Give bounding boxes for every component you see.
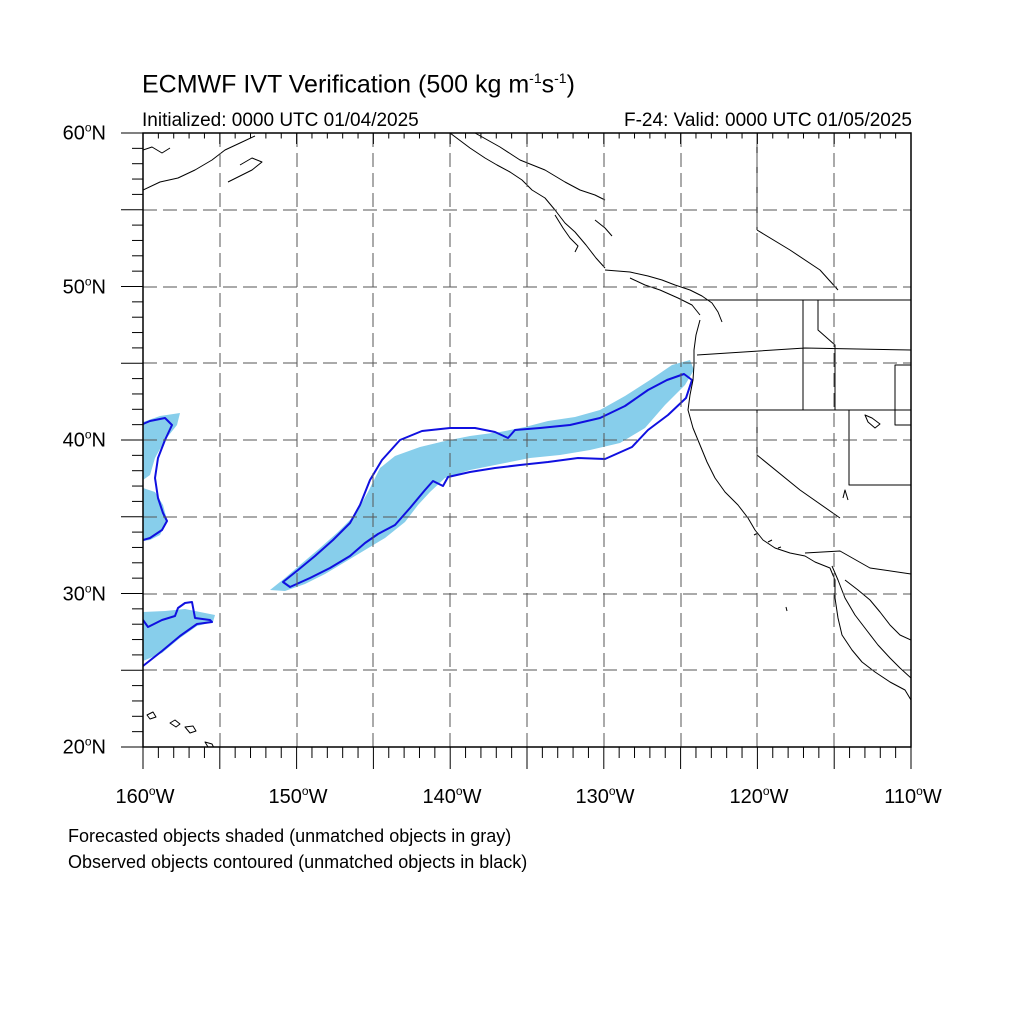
footer-note-forecast: Forecasted objects shaded (unmatched obj… bbox=[68, 826, 512, 846]
bc-coast bbox=[604, 269, 723, 323]
lon-label-160w: 160oW bbox=[115, 784, 175, 808]
alaska-coast bbox=[143, 133, 613, 269]
lat-label-30: 30oN bbox=[62, 581, 106, 606]
observed-south-west bbox=[143, 601, 213, 667]
lon-label-120w: 120oW bbox=[729, 784, 789, 808]
us-west-coast bbox=[687, 319, 911, 701]
lat-label-60: 60oN bbox=[62, 120, 106, 145]
lat-label-50: 50oN bbox=[62, 274, 106, 299]
lon-label-140w: 140oW bbox=[422, 784, 482, 808]
gridlines bbox=[143, 133, 911, 747]
observed-north-west bbox=[143, 417, 173, 541]
hawaii-islands bbox=[146, 711, 215, 747]
initialized-time: Initialized: 0000 UTC 01/04/2025 bbox=[142, 110, 419, 131]
axis-ticks bbox=[121, 132, 912, 769]
lat-label-40: 40oN bbox=[62, 427, 106, 452]
coastlines bbox=[143, 133, 911, 747]
forecast-objects bbox=[143, 360, 694, 661]
lon-label-110w: 110oW bbox=[884, 784, 942, 808]
forecast-south-west bbox=[143, 609, 215, 661]
observed-main-river bbox=[282, 373, 693, 588]
map-title: ECMWF IVT Verification (500 kg m-1s-1) bbox=[142, 70, 575, 99]
forecast-mid-west bbox=[143, 488, 167, 541]
lon-label-150w: 150oW bbox=[268, 784, 328, 808]
lon-label-130w: 130oW bbox=[575, 784, 635, 808]
observed-objects bbox=[143, 373, 693, 667]
baja-peninsula bbox=[831, 565, 911, 679]
lat-label-20: 20oN bbox=[62, 734, 106, 759]
forecast-main-river bbox=[270, 360, 694, 591]
footer-note-observed: Observed objects contoured (unmatched ob… bbox=[68, 852, 528, 872]
valid-time: F-24: Valid: 0000 UTC 01/05/2025 bbox=[624, 110, 912, 131]
small-islands bbox=[753, 414, 881, 612]
borders bbox=[690, 133, 911, 575]
